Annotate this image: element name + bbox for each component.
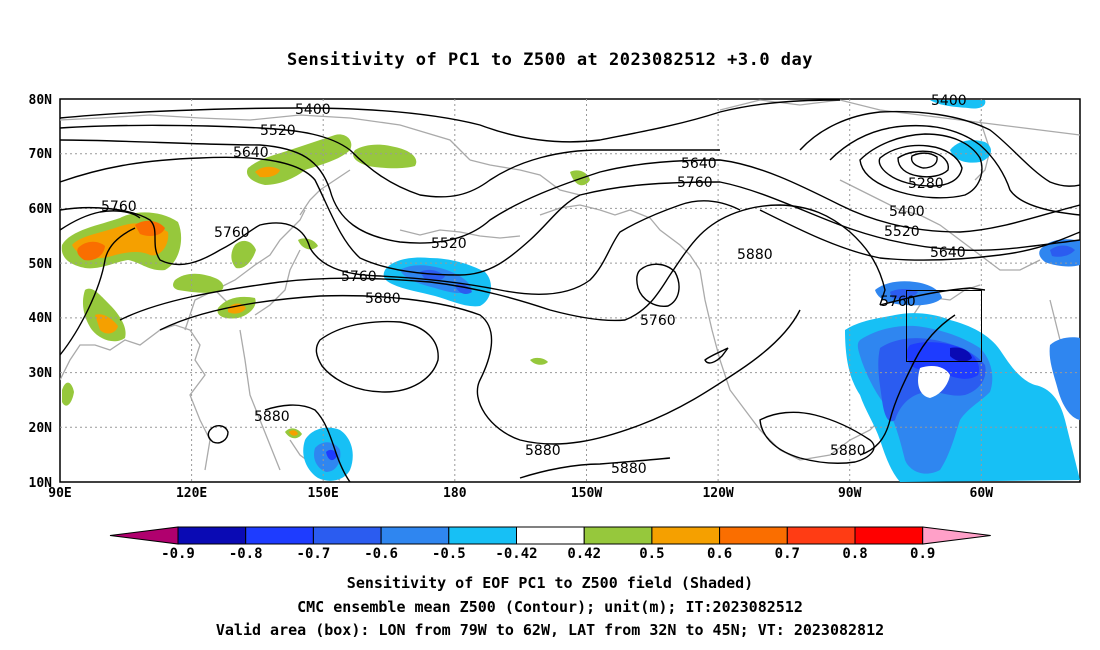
contour-label: 5400 bbox=[931, 93, 967, 109]
contour-label: 5520 bbox=[260, 123, 296, 139]
colorbar-segment bbox=[312, 526, 382, 545]
longitude-labels: 90E 120E 150E 180 150W 120W 90W 60W bbox=[48, 486, 993, 501]
lon-label: 90E bbox=[48, 486, 71, 501]
lat-label: 40N bbox=[29, 311, 53, 326]
colorbar-segment bbox=[380, 526, 450, 545]
colorbar-label: 0.6 bbox=[707, 546, 732, 562]
valid-area-box bbox=[906, 290, 982, 362]
lat-label: 80N bbox=[29, 93, 53, 108]
colorbar-label: -0.7 bbox=[297, 546, 331, 562]
contour-label: 5760 bbox=[880, 294, 916, 310]
contour-label: 5640 bbox=[930, 245, 966, 261]
contour-label: 5880 bbox=[525, 443, 561, 459]
colorbar-low-end bbox=[109, 526, 179, 545]
lat-label: 50N bbox=[29, 257, 53, 272]
lon-label: 120E bbox=[176, 486, 207, 501]
latitude-labels: 80N 70N 60N 50N 40N 30N 20N 10N bbox=[29, 93, 53, 491]
contour-label: 5760 bbox=[214, 225, 250, 241]
colorbar-segment bbox=[854, 526, 924, 545]
colorbar-segment bbox=[516, 526, 585, 545]
map-title: Sensitivity of PC1 to Z500 at 2023082512… bbox=[286, 50, 813, 70]
lon-label: 150W bbox=[571, 486, 602, 501]
colorbar-high-end bbox=[922, 526, 991, 545]
caption-line-1: Sensitivity of EOF PC1 to Z500 field (Sh… bbox=[346, 574, 754, 592]
lon-label: 90W bbox=[838, 486, 862, 501]
contour-label: 5400 bbox=[295, 102, 331, 118]
colorbar-label: -0.42 bbox=[495, 546, 537, 562]
caption-line-3: Valid area (box): LON from 79W to 62W, L… bbox=[215, 621, 885, 639]
colorbar-label: 0.8 bbox=[842, 546, 867, 562]
contour-label: 5880 bbox=[611, 461, 647, 477]
contour-label: 5760 bbox=[101, 199, 137, 215]
lon-label: 120W bbox=[702, 486, 733, 501]
colorbar-segment bbox=[177, 526, 247, 545]
colorbar-label: -0.8 bbox=[229, 546, 263, 562]
colorbar-segment bbox=[583, 526, 653, 545]
contour-label: 5640 bbox=[681, 156, 717, 172]
colorbar: -0.9 -0.8 -0.7 -0.6 -0.5 -0.42 0.42 0.5 0.6 0.7 0.… bbox=[109, 526, 991, 562]
colorbar-segment bbox=[448, 526, 517, 545]
contour-label: 5640 bbox=[233, 145, 269, 161]
z500-contours bbox=[60, 99, 1080, 482]
contour-label: 5880 bbox=[737, 247, 773, 263]
colorbar-label: 0.42 bbox=[567, 546, 601, 562]
contour-label: 5520 bbox=[431, 236, 467, 252]
contour-label: 5400 bbox=[889, 204, 925, 220]
lat-label: 30N bbox=[29, 366, 53, 381]
colorbar-label: 0.9 bbox=[910, 546, 935, 562]
colorbar-label: 0.7 bbox=[775, 546, 800, 562]
colorbar-segment bbox=[245, 526, 314, 545]
lat-label: 70N bbox=[29, 147, 53, 162]
lon-label: 60W bbox=[970, 486, 994, 501]
contour-label: 5760 bbox=[341, 269, 377, 285]
contour-label: 5760 bbox=[640, 313, 676, 329]
colorbar-segment bbox=[719, 526, 788, 545]
lon-label: 150E bbox=[308, 486, 339, 501]
lat-label: 60N bbox=[29, 202, 53, 217]
colorbar-label: -0.9 bbox=[161, 546, 195, 562]
lat-label: 20N bbox=[29, 421, 53, 436]
colorbar-label: -0.6 bbox=[364, 546, 398, 562]
contour-label: 5880 bbox=[365, 291, 401, 307]
caption-line-2: CMC ensemble mean Z500 (Contour); unit(m… bbox=[297, 598, 803, 616]
colorbar-segment bbox=[651, 526, 721, 545]
lon-label: 180 bbox=[443, 486, 467, 501]
contour-label: 5520 bbox=[884, 224, 920, 240]
colorbar-label: 0.5 bbox=[639, 546, 664, 562]
lat-label: 10N bbox=[29, 476, 53, 491]
contour-label: 5760 bbox=[677, 175, 713, 191]
sensitivity-shading bbox=[61, 100, 1080, 482]
contour-label: 5880 bbox=[830, 443, 866, 459]
contour-label: 5880 bbox=[254, 409, 290, 425]
colorbar-label: -0.5 bbox=[432, 546, 466, 562]
contour-label: 5280 bbox=[908, 176, 944, 192]
contour-labels: 5400 5520 5640 5760 5760 5520 5640 5760 … bbox=[101, 93, 967, 477]
colorbar-segment bbox=[786, 526, 856, 545]
